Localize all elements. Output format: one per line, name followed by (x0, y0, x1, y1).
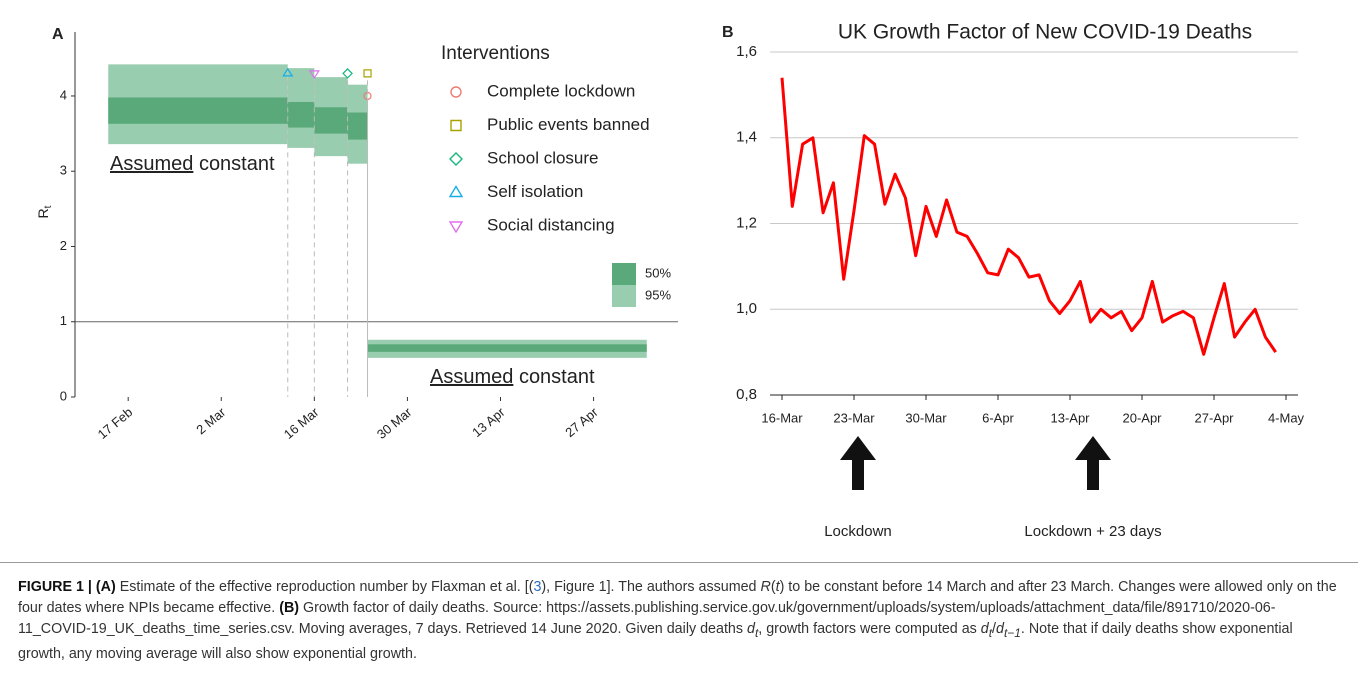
y-axis-label-main: R (35, 208, 51, 218)
caption-text: (B) (279, 600, 300, 616)
arrow (840, 436, 876, 490)
caption-text: ) to be constant before 14 March and aft… (18, 579, 1337, 616)
interval-band (314, 107, 348, 134)
intervention-marker (342, 68, 353, 79)
legend-swatch (612, 263, 636, 285)
legend-label: Complete lockdown (487, 81, 635, 100)
legend-title: Interventions (441, 43, 550, 64)
interval-band (367, 344, 647, 352)
panel-label: A (52, 26, 64, 43)
annotation: Lockdown + 23 days (1024, 523, 1161, 540)
annotation-underlined: Assumed (110, 153, 193, 175)
legend-marker (450, 119, 462, 132)
intervention-marker (363, 69, 372, 78)
annotation: Assumed constant (430, 366, 595, 388)
x-tick-label: 16-Mar (761, 410, 803, 425)
y-axis-label: Rt (35, 205, 54, 218)
annotation-text: constant (519, 366, 595, 388)
intervention-marker (282, 67, 294, 77)
caption-text[interactable]: 3 (533, 579, 542, 595)
x-tick-label: 16 Mar (281, 404, 322, 442)
panel-label: B (722, 24, 734, 41)
x-tick-label: 30 Mar (374, 404, 415, 442)
legend-label: 95% (645, 287, 671, 302)
caption-text: R (760, 579, 771, 595)
x-tick-label: 13-Apr (1050, 410, 1090, 425)
x-tick-label: 23-Mar (833, 410, 875, 425)
x-tick-label: 4-May (1268, 410, 1305, 425)
y-tick-label: 1 (60, 313, 67, 328)
intervention-marker (363, 91, 372, 101)
caption-text: t (775, 579, 780, 595)
y-tick-label: 0 (60, 388, 67, 403)
figure: Lockdown Lockdown + 23 days A 0 1 2 3 4 17 Feb… (35, 21, 1305, 540)
x-tick-label: 2 Mar (193, 404, 229, 437)
caption-text: d (747, 621, 755, 637)
legend-marker (450, 86, 462, 98)
y-tick-label: 1,2 (736, 214, 757, 231)
x-tick-label: 20-Apr (1122, 410, 1162, 425)
interval-band (287, 101, 315, 128)
caption-text: d (980, 621, 989, 637)
interval-band (347, 112, 368, 140)
caption-text: d (996, 621, 1004, 637)
data-line (780, 77, 1277, 356)
caption-text: Growth factor of daily deaths. Source: h… (18, 600, 1276, 637)
x-tick-label: 13 Apr (469, 404, 508, 440)
y-tick-label: 1,0 (736, 300, 757, 317)
legend-marker (448, 185, 464, 198)
chart-title: UK Growth Factor of New COVID-19 Deaths (838, 21, 1252, 44)
annotation-underlined: Assumed (430, 366, 513, 388)
y-tick-label: 0,8 (736, 386, 757, 403)
caption-text: t (754, 625, 759, 640)
caption-text: ), Figure 1]. The authors assumed (541, 579, 761, 595)
interval-band (108, 97, 288, 124)
caption-text: , growth factors were computed as (758, 621, 981, 637)
x-tick-label: 30-Mar (905, 410, 947, 425)
y-tick-label: 4 (60, 87, 67, 102)
caption-text: / (992, 621, 997, 637)
y-tick-label: 2 (60, 238, 67, 253)
y-tick-label: 1,6 (736, 43, 757, 60)
caption: FIGURE 1 | (A) Estimate of the effective… (0, 562, 1358, 681)
x-tick-label: 6-Apr (982, 410, 1014, 425)
caption-text: FIGURE 1 | (A) (18, 579, 116, 595)
legend-marker (449, 152, 463, 166)
y-tick-label: 1,4 (736, 129, 757, 146)
y-tick-label: 3 (60, 163, 67, 178)
annotation-text: constant (199, 153, 275, 175)
x-tick-label: 27 Apr (562, 404, 601, 440)
legend-label: 50% (645, 265, 671, 280)
caption-text: t−1 (1003, 625, 1021, 640)
caption-text: ( (770, 579, 776, 595)
annotation: Lockdown (824, 523, 892, 540)
x-tick-label: 17 Feb (95, 404, 136, 442)
arrow (1075, 436, 1111, 490)
intervention-marker (308, 70, 320, 80)
annotation: Assumed constant (110, 153, 275, 175)
caption-text: Estimate of the effective reproduction n… (115, 579, 534, 595)
y-axis-label-sub: t (43, 205, 54, 208)
caption-text: t (988, 625, 993, 640)
legend-label: Public events banned (487, 115, 650, 134)
legend-label: School closure (487, 148, 599, 167)
legend-swatch (612, 285, 636, 307)
caption-text: . Note that if daily deaths show exponen… (18, 621, 1293, 662)
x-tick-label: 27-Apr (1194, 410, 1234, 425)
legend-label: Social distancing (487, 215, 615, 234)
legend-marker (448, 221, 464, 234)
legend-label: Self isolation (487, 182, 583, 201)
